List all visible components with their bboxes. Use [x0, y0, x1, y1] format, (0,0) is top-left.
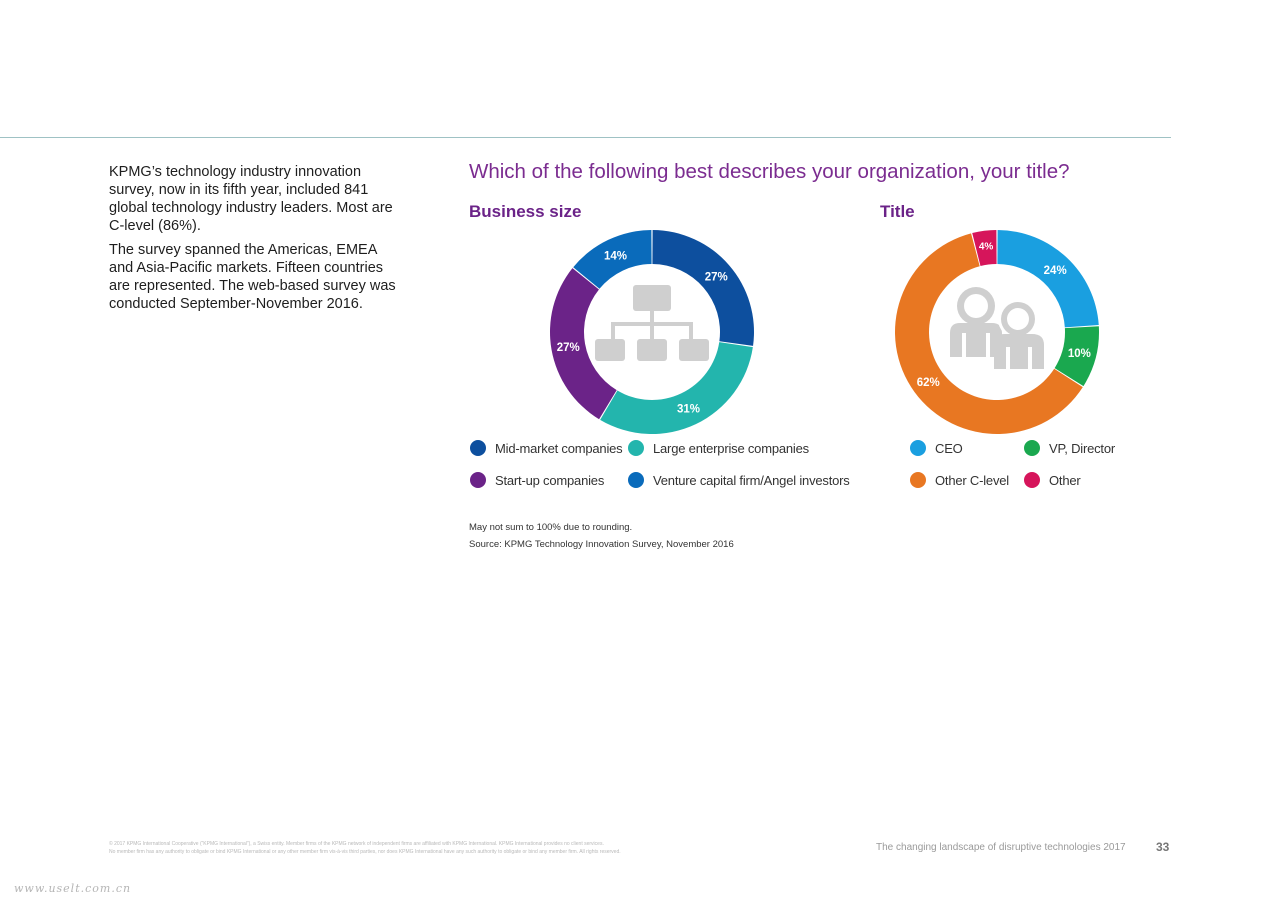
intro-paragraph-1: KPMG’s technology industry innovation su…	[109, 164, 393, 234]
intro-paragraph-2: The survey spanned the Americas, EMEA an…	[109, 242, 396, 312]
legal-text: © 2017 KPMG International Cooperative (“…	[109, 840, 621, 856]
legend-dot	[470, 472, 486, 488]
intro-text: KPMG’s technology industry innovation su…	[109, 163, 399, 319]
data-label-vp-director: 10%	[1068, 348, 1091, 360]
slice-mid-market-companies	[652, 230, 754, 346]
legend-label: Large enterprise companies	[653, 440, 809, 456]
business-size-title: Business size	[469, 202, 582, 221]
legend-label: Other C-level	[935, 472, 1009, 488]
slice-start-up-companies	[550, 268, 617, 420]
legend-other: Other	[1024, 472, 1081, 488]
data-label-mid-market-companies: 27%	[705, 271, 728, 283]
top-divider	[0, 137, 1171, 138]
data-label-start-up-companies: 27%	[557, 342, 580, 354]
legend-start-up: Start-up companies	[470, 472, 604, 488]
legend-dot	[910, 472, 926, 488]
business-size-donut: 27% 31% 27% 14%	[550, 230, 754, 434]
report-title: The changing landscape of disruptive tec…	[876, 842, 1126, 853]
rounding-note: May not sum to 100% due to rounding.	[469, 522, 633, 533]
legend-dot	[470, 440, 486, 456]
legend-dot	[628, 440, 644, 456]
legend-vp-director: VP, Director	[1024, 440, 1115, 456]
legal-line-1: © 2017 KPMG International Cooperative (“…	[109, 841, 604, 847]
legend-label: Venture capital firm/Angel investors	[653, 472, 850, 488]
slice-large-enterprise-companies	[600, 342, 753, 434]
data-label-ceo: 24%	[1044, 265, 1067, 277]
slice-other-c-level	[895, 233, 1083, 434]
legend-other-c-level: Other C-level	[910, 472, 1009, 488]
legend-dot	[1024, 472, 1040, 488]
legend-label: Start-up companies	[495, 472, 605, 488]
legend-mid-market: Mid-market companies	[470, 440, 623, 456]
data-label-venture-capital-firm-angel-investors: 14%	[604, 250, 627, 262]
legend-label: VP, Director	[1049, 440, 1115, 456]
people-icon	[950, 287, 1044, 369]
legend-dot	[1024, 440, 1040, 456]
legend-large-enterprise: Large enterprise companies	[628, 440, 809, 456]
legend-dot	[628, 472, 644, 488]
slice-ceo	[997, 230, 1099, 328]
legal-line-2: No member firm has any authority to obli…	[109, 849, 621, 855]
slice-venture-capital-firm-angel-investors	[573, 230, 652, 289]
question-heading: Which of the following best describes yo…	[469, 160, 1070, 183]
data-label-other: 4%	[979, 242, 994, 253]
data-label-large-enterprise-companies: 31%	[677, 404, 700, 416]
legend-label: Mid-market companies	[495, 440, 623, 456]
legend-dot	[910, 440, 926, 456]
page-number: 33	[1156, 840, 1170, 854]
legend-venture-capital: Venture capital firm/Angel investors	[628, 472, 850, 488]
data-label-other-c-level: 62%	[917, 377, 940, 389]
title-donut: 24% 10% 62% 4%	[895, 230, 1099, 434]
legend-label: Other	[1049, 472, 1081, 488]
slice-other	[972, 230, 997, 267]
legend-ceo: CEO	[910, 440, 963, 456]
legend-label: CEO	[935, 440, 963, 456]
watermark: www.uselt.com.cn	[14, 882, 132, 895]
title-chart-title: Title	[880, 202, 915, 221]
source-note: Source: KPMG Technology Innovation Surve…	[469, 539, 734, 550]
slice-vp-director	[1054, 326, 1099, 387]
org-chart-icon	[595, 285, 709, 361]
